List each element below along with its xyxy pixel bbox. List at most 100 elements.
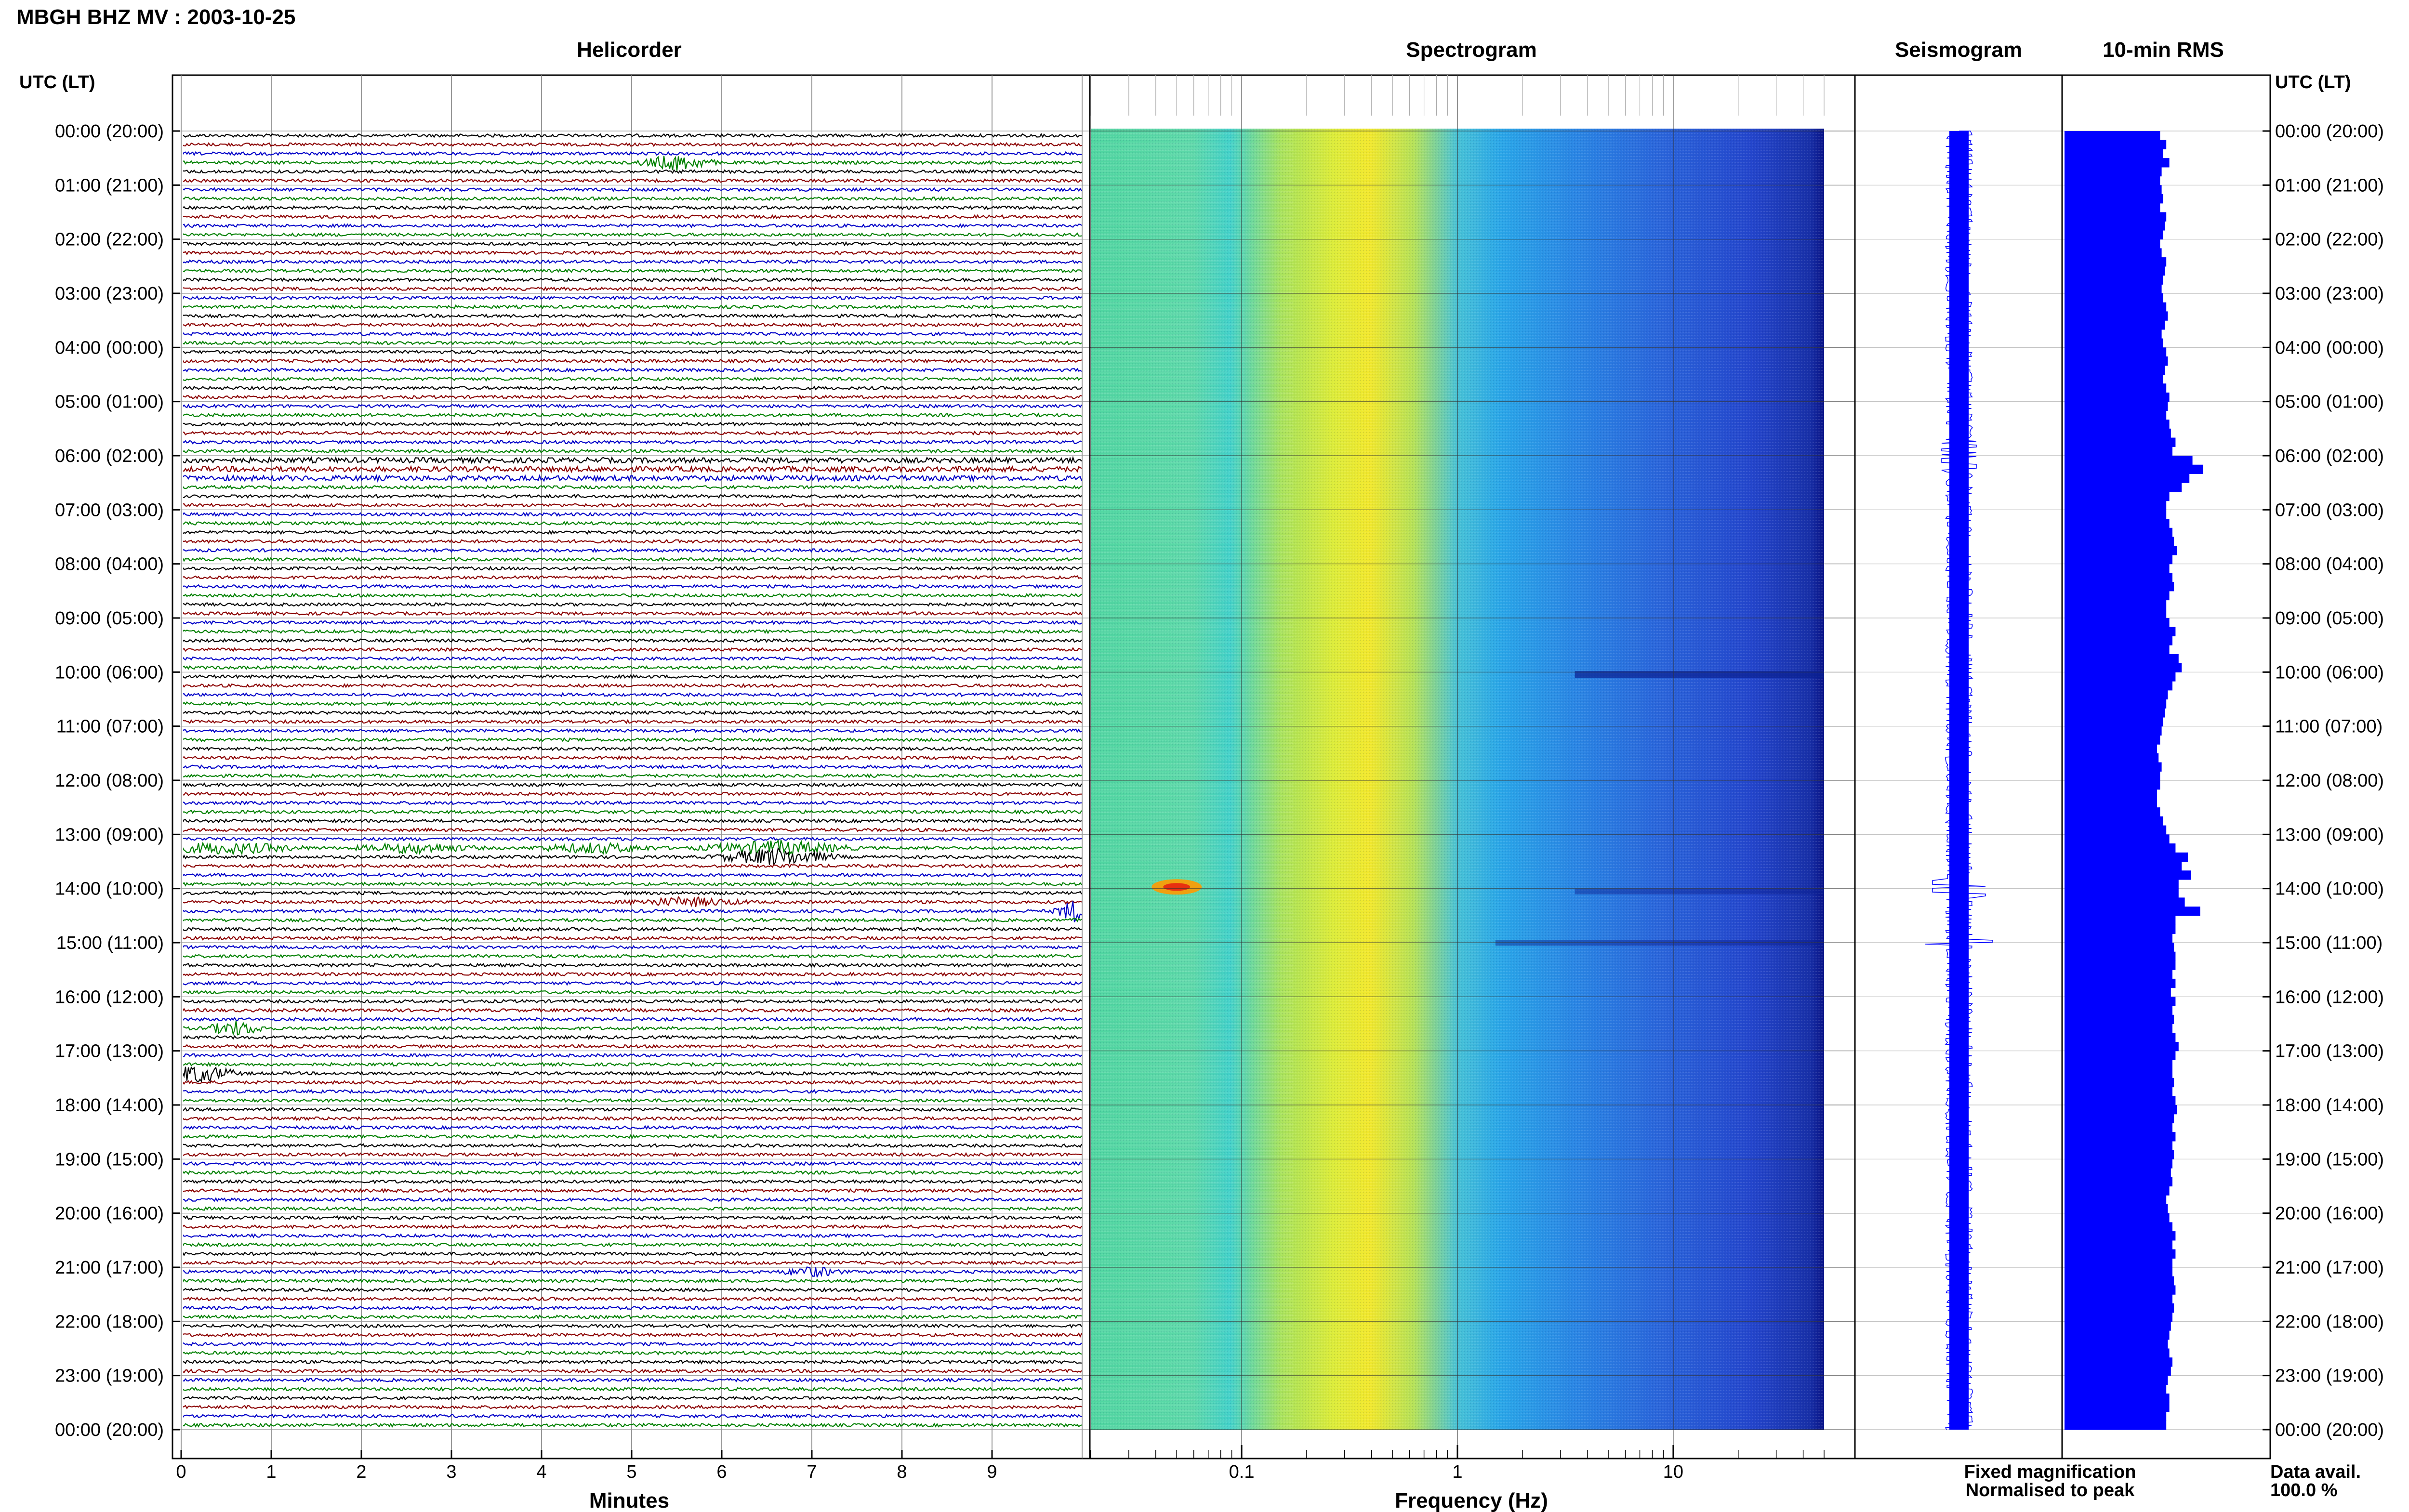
rms-bar xyxy=(2065,879,2179,889)
rms-bar xyxy=(2065,609,2167,618)
helicorder-trace xyxy=(183,764,1082,770)
rms-bar xyxy=(2065,699,2167,709)
rms-bar xyxy=(2065,798,2157,808)
rms-bar xyxy=(2065,410,2167,420)
y-tick-label-right: 14:00 (10:00) xyxy=(2275,879,2384,899)
rms-bar xyxy=(2065,1366,2171,1376)
rms-bar xyxy=(2065,861,2182,871)
rms-bar xyxy=(2065,456,2193,465)
rms-bar xyxy=(2065,275,2163,285)
rms-bar xyxy=(2065,1312,2172,1322)
y-tick-label-right: 00:00 (20:00) xyxy=(2275,121,2384,142)
helicorder-trace xyxy=(183,241,1082,247)
helicorder-trace xyxy=(183,1066,1082,1083)
y-tick-label-right: 00:00 (20:00) xyxy=(2275,1420,2384,1440)
helicorder-x-tick-label: 1 xyxy=(266,1462,276,1482)
rms-bar xyxy=(2065,672,2176,682)
seismogram-title: Seismogram xyxy=(1895,38,2022,62)
helicorder-trace xyxy=(183,782,1082,788)
rms-bar xyxy=(2065,248,2162,258)
helicorder-trace xyxy=(183,439,1082,445)
rms-bar xyxy=(2065,176,2160,185)
helicorder-trace xyxy=(183,156,1082,171)
helicorder-trace xyxy=(183,295,1082,301)
helicorder-trace xyxy=(183,999,1082,1004)
helicorder-trace xyxy=(183,286,1082,291)
helicorder-trace xyxy=(183,529,1082,535)
rms-bar xyxy=(2065,978,2176,988)
helicorder-trace xyxy=(183,512,1082,517)
helicorder-trace xyxy=(183,728,1082,734)
y-tick-label-right: 22:00 (18:00) xyxy=(2275,1312,2384,1332)
rms-bar xyxy=(2065,1213,2170,1223)
rms-bar xyxy=(2065,1168,2171,1178)
helicorder-trace xyxy=(183,881,1082,887)
y-tick-label-left: 09:00 (05:00) xyxy=(55,608,164,629)
rms-bar xyxy=(2065,212,2167,222)
rms-bar xyxy=(2065,1240,2172,1250)
helicorder-trace xyxy=(183,737,1082,742)
rms-bar xyxy=(2065,401,2168,411)
plot-frame xyxy=(172,74,2271,1459)
helicorder-trace xyxy=(183,1008,1082,1013)
y-tick-label-left: 19:00 (15:00) xyxy=(55,1149,164,1170)
helicorder-trace xyxy=(183,1305,1082,1311)
helicorder-trace xyxy=(183,178,1082,184)
helicorder-trace xyxy=(183,1386,1082,1392)
helicorder-trace xyxy=(183,1152,1082,1157)
helicorder-trace xyxy=(183,539,1082,544)
rms-bar xyxy=(2065,726,2162,736)
rms-bar xyxy=(2065,870,2191,880)
helicorder-trace xyxy=(183,132,1082,138)
helicorder-trace xyxy=(183,1089,1082,1094)
helicorder-trace xyxy=(183,1266,1082,1277)
helicorder-trace xyxy=(183,1197,1082,1202)
helicorder-trace xyxy=(183,1242,1082,1248)
rms-bar xyxy=(2065,1024,2172,1033)
helicorder-trace xyxy=(183,719,1082,724)
helicorder-trace xyxy=(183,1052,1082,1058)
helicorder-trace xyxy=(183,872,1082,878)
helicorder-trace xyxy=(183,1098,1082,1103)
rms-bar xyxy=(2065,473,2190,483)
helicorder-trace xyxy=(183,945,1082,950)
rms-bar xyxy=(2065,1114,2174,1124)
rms-bar xyxy=(2065,960,2176,970)
rms-bar xyxy=(2065,771,2160,781)
helicorder-trace xyxy=(183,205,1082,210)
rms-bar xyxy=(2065,654,2179,664)
y-tick-label-right: 09:00 (05:00) xyxy=(2275,608,2384,629)
helicorder-x-tick-label: 6 xyxy=(716,1462,727,1482)
rms-bar xyxy=(2065,564,2170,573)
rms-bar xyxy=(2065,537,2174,546)
y-tick-label-left: 08:00 (04:00) xyxy=(55,554,164,575)
helicorder-x-tick-label: 9 xyxy=(987,1462,997,1482)
y-tick-label-right: 20:00 (16:00) xyxy=(2275,1204,2384,1224)
rms-bar xyxy=(2065,483,2182,492)
helicorder-trace xyxy=(183,1224,1082,1230)
helicorder-trace xyxy=(183,403,1082,409)
spectrogram-event-14h xyxy=(1575,888,1824,894)
rms-bar xyxy=(2065,1105,2177,1115)
helicorder-trace xyxy=(183,250,1082,256)
seismogram-trace xyxy=(1925,131,1993,1430)
rms-bar xyxy=(2065,392,2170,402)
helicorder-trace xyxy=(183,791,1082,797)
y-tick-label-left: 03:00 (23:00) xyxy=(55,284,164,304)
y-tick-label-left: 11:00 (07:00) xyxy=(56,717,164,737)
rms-bar xyxy=(2065,708,2165,718)
helicorder-trace xyxy=(183,1368,1082,1374)
helicorder-trace xyxy=(183,1413,1082,1419)
rms-bar xyxy=(2065,140,2167,150)
rms-bar xyxy=(2065,1339,2168,1349)
spectrogram-panel xyxy=(1090,75,1855,1459)
spectrogram-x-tick-label: 1 xyxy=(1452,1462,1462,1482)
spectrogram-x-tick-label: 0.1 xyxy=(1229,1462,1255,1482)
helicorder-trace xyxy=(183,1170,1082,1175)
helicorder-trace xyxy=(183,1422,1082,1428)
helicorder-trace xyxy=(183,187,1082,193)
rms-bar xyxy=(2065,1177,2172,1187)
y-tick-label-left: 01:00 (21:00) xyxy=(55,175,164,196)
rms-bar xyxy=(2065,383,2167,393)
helicorder-trace xyxy=(183,1287,1082,1293)
